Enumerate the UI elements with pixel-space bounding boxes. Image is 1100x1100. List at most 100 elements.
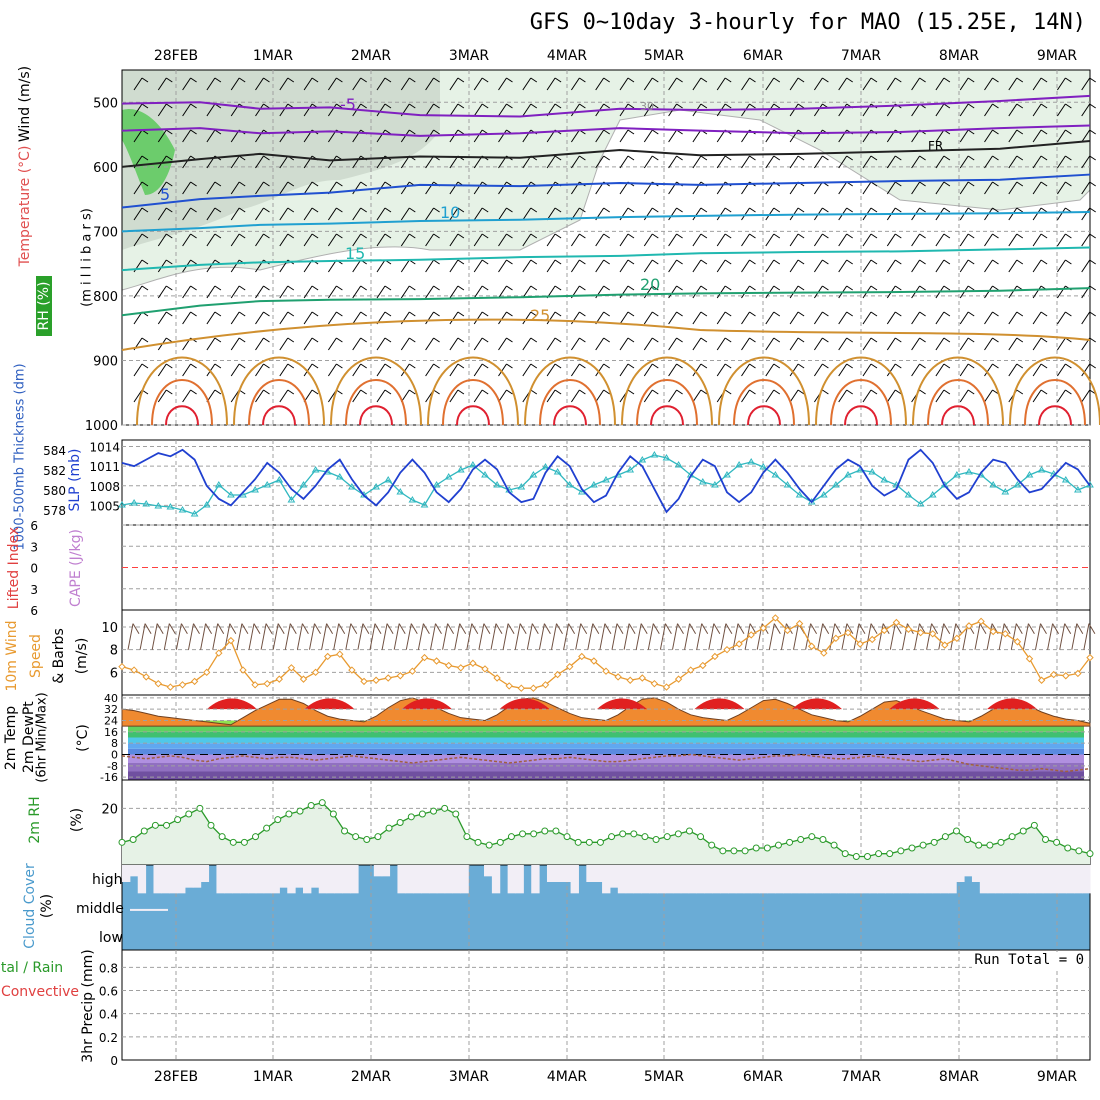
wind10m-barb (805, 623, 812, 650)
wind-barb (376, 259, 386, 273)
wind-barb (255, 207, 264, 221)
thickness-point (590, 481, 598, 488)
isotherm-line-5 (121, 246, 1091, 272)
rh-point (129, 836, 137, 843)
wind-barb (692, 259, 702, 273)
rh2m-axis-label: 2m RH (27, 796, 43, 844)
cloud-high-gap (263, 865, 273, 894)
wind-barb-flag (895, 363, 902, 369)
lifted-ytick-3: 3 (30, 583, 38, 597)
cloud-high-gap (806, 865, 816, 894)
wind-barb (789, 233, 799, 247)
wind-barb-flag (967, 77, 975, 83)
wind-barb-flag (481, 285, 489, 291)
wind-barb (230, 259, 240, 273)
wind-barb (546, 155, 556, 169)
wind10m-barb-flag (1003, 623, 1011, 635)
wind-barb (449, 233, 459, 247)
wind-barb-flag (1040, 207, 1048, 213)
wind-barb-flag (1065, 363, 1072, 369)
wind-barb-flag (773, 337, 781, 343)
wind-barb (959, 389, 969, 403)
wind10m-barb (381, 623, 388, 650)
cloud-high-gap (704, 865, 713, 894)
rh-point (574, 838, 582, 846)
wind10m-barb (248, 623, 255, 650)
wind-barb-flag (603, 103, 610, 109)
wind-barb (838, 389, 848, 403)
wind-barb (886, 155, 896, 169)
wind-barb-flag (895, 259, 902, 265)
wind-barb-flag (749, 103, 756, 109)
wind-barb-flag (1089, 181, 1096, 187)
wind-barb-flag (992, 77, 999, 83)
cloud-high-gap (177, 865, 186, 894)
rh-point (619, 830, 627, 838)
rh-point (797, 836, 805, 843)
wind-barb-flag (1089, 129, 1096, 135)
wind10m-barb (321, 623, 328, 650)
wind-barb-flag (530, 233, 538, 239)
wind-barb-flag (360, 389, 367, 395)
thickness-point (263, 481, 272, 488)
wind-barb (449, 129, 459, 143)
rh-line (121, 801, 1091, 858)
thickness-point (565, 481, 574, 488)
wind-barb-flag (166, 285, 173, 291)
wind-barb (327, 103, 337, 117)
wind-barb-flag (506, 77, 513, 83)
wind10m-barb (538, 623, 545, 650)
wind-barb (692, 155, 702, 169)
wind-barb (255, 181, 264, 195)
cloud-high-gap (932, 865, 941, 894)
wind-barb (789, 389, 799, 403)
wind-barb-flag (384, 103, 392, 109)
wind-barb-flag (166, 77, 173, 83)
wind-barb-flag (652, 311, 659, 317)
wind10m-barb-flag (1015, 623, 1023, 635)
wind-barb (1056, 259, 1066, 273)
wind-barb-flag (967, 285, 975, 291)
temp-ytick-6: 32 (104, 703, 118, 716)
top-date-label-0: 28FEB (154, 48, 198, 64)
rh-point (418, 810, 426, 818)
wind-barb (522, 337, 532, 351)
rh-point (285, 810, 293, 818)
wind-barb-flag (627, 363, 635, 369)
wind-barb (133, 77, 143, 91)
cloud-high-gap (546, 865, 556, 882)
thickness-point (214, 481, 223, 488)
wind-speed-point (807, 642, 816, 650)
wind10m-barb (127, 623, 134, 650)
wind-barb-flag (1089, 285, 1096, 291)
wind-speed-point (1001, 630, 1010, 638)
wind-barb (425, 337, 435, 351)
wind-barb-flag (676, 311, 683, 317)
cloud-high-gap (122, 865, 131, 882)
cloud-high-gap (1027, 865, 1036, 894)
wind-barb (206, 181, 216, 195)
wind-barb-flag (652, 129, 659, 135)
wind-barb (1056, 233, 1066, 247)
wind-barb (230, 77, 240, 91)
wind-barb-flag (1065, 389, 1072, 395)
wind-barb (1032, 259, 1042, 273)
thickness-point (493, 481, 501, 488)
wind-barb-flag (749, 77, 756, 83)
rh-point (596, 838, 604, 846)
thickness-point (190, 510, 199, 517)
wind-barb (959, 77, 969, 91)
thickness-point (553, 468, 562, 475)
wind-barb (643, 363, 653, 377)
wind-barb (570, 103, 580, 117)
cloud-high-gap (625, 865, 635, 894)
wind-barb-flag (287, 389, 295, 395)
thickness-point (287, 496, 296, 503)
wind-barb (595, 363, 605, 377)
wind-barb (449, 337, 459, 351)
thickness-point (541, 463, 550, 470)
temp-hot-core (694, 698, 745, 710)
wind-barb-flag (1016, 129, 1024, 135)
wind-speed-point (771, 614, 780, 622)
wind-barb-flag (530, 363, 538, 369)
